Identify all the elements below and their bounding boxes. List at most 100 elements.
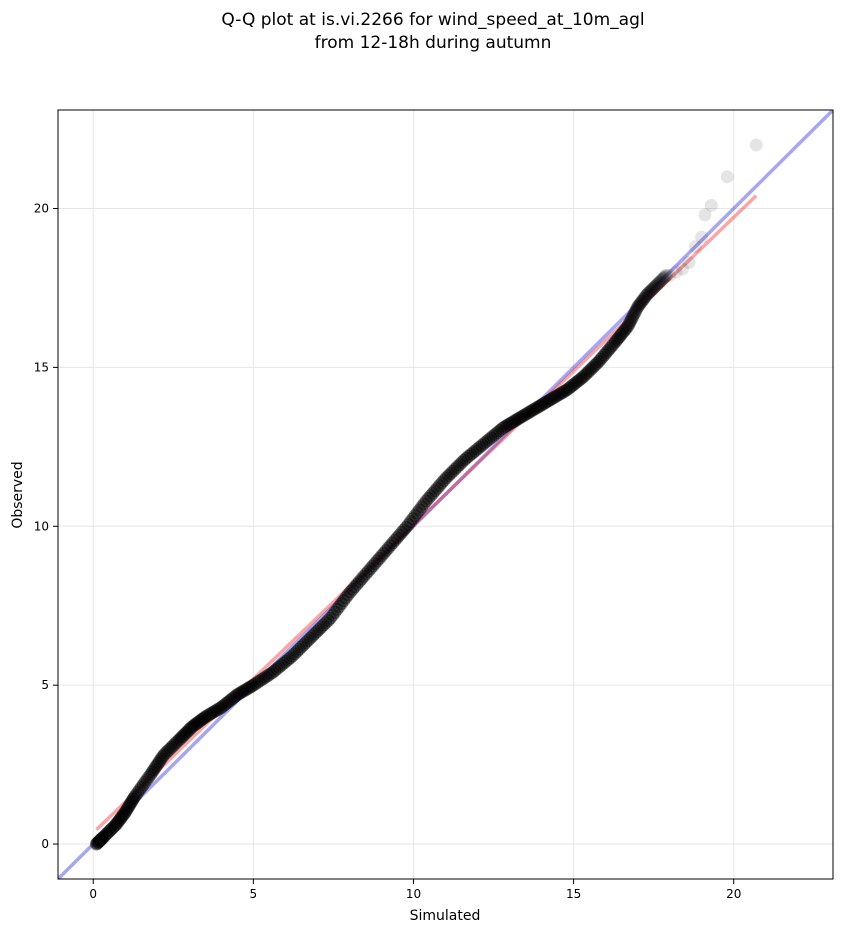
y-tick-label: 20 <box>34 202 49 216</box>
quantile-point <box>516 409 530 423</box>
quantile-point <box>588 358 602 372</box>
quantile-point <box>368 557 382 571</box>
quantile-point <box>658 269 672 283</box>
quantile-point <box>510 413 524 427</box>
quantile-point <box>573 372 587 386</box>
quantile-point <box>142 770 156 784</box>
quantile-point <box>430 481 444 495</box>
quantile-point <box>319 616 333 630</box>
quantile-point <box>381 541 395 555</box>
quantile-point <box>421 491 435 505</box>
quantile-point <box>145 765 159 779</box>
quantile-point <box>194 713 208 727</box>
quantile-point <box>486 429 500 443</box>
quantile-point <box>619 322 633 336</box>
quantile-point <box>512 411 526 425</box>
quantile-point <box>124 796 138 810</box>
quantile-point <box>642 286 656 300</box>
quantile-point <box>245 679 259 693</box>
quantile-point <box>184 721 198 735</box>
quantile-point <box>109 817 123 831</box>
tail-quantile-point <box>749 138 763 152</box>
quantile-point <box>584 362 598 376</box>
quantile-point <box>208 704 222 718</box>
quantile-point <box>457 453 471 467</box>
quantile-point <box>339 591 353 605</box>
quantile-point <box>178 727 192 741</box>
quantile-point <box>392 528 406 542</box>
quantile-point <box>131 785 145 799</box>
quantile-point <box>175 730 189 744</box>
quantile-point <box>281 653 295 667</box>
quantile-point <box>294 640 308 654</box>
quantile-point <box>657 270 671 284</box>
quantile-point <box>214 701 228 715</box>
quantile-points <box>89 138 763 851</box>
quantile-point <box>92 835 106 849</box>
quantile-point <box>252 674 266 688</box>
quantile-point <box>126 792 140 806</box>
fit-line <box>95 194 758 832</box>
quantile-point <box>244 680 258 694</box>
quantile-point <box>196 712 210 726</box>
quantile-point <box>357 569 371 583</box>
quantile-point <box>395 526 409 540</box>
tail-quantile-point <box>675 262 689 276</box>
quantile-point <box>614 327 628 341</box>
quantile-point <box>136 778 150 792</box>
quantile-point <box>482 433 496 447</box>
quantile-point <box>490 425 504 439</box>
quantile-point <box>306 629 320 643</box>
quantile-point <box>419 494 433 508</box>
quantile-point <box>216 699 230 713</box>
quantile-point <box>560 383 574 397</box>
quantile-point <box>133 783 147 797</box>
quantile-point <box>592 355 606 369</box>
quantile-point <box>98 829 112 843</box>
quantile-point <box>95 832 109 846</box>
quantile-point <box>568 377 582 391</box>
plot-area-frame <box>57 109 834 880</box>
quantile-point <box>310 625 324 639</box>
quantile-point <box>599 346 613 360</box>
axis-ticks: 0 5 10 15 20 0 5 10 15 20 <box>34 202 742 901</box>
quantile-point <box>390 531 404 545</box>
quantile-point <box>115 809 129 823</box>
reference-lines <box>58 110 833 879</box>
quantile-point <box>636 293 650 307</box>
quantile-point <box>270 662 284 676</box>
quantile-point <box>624 314 638 328</box>
quantile-point <box>199 709 213 723</box>
quantile-point <box>308 627 322 641</box>
quantile-point <box>504 416 518 430</box>
quantile-point <box>620 320 634 334</box>
quantile-point <box>248 677 262 691</box>
quantile-point <box>514 410 528 424</box>
quantile-point <box>605 339 619 353</box>
quantile-point <box>656 272 670 286</box>
quantile-point <box>95 831 109 845</box>
quantile-point <box>163 742 177 756</box>
quantile-point <box>455 455 469 469</box>
quantile-point <box>404 515 418 529</box>
quantile-point <box>538 396 552 410</box>
quantile-point <box>558 384 572 398</box>
quantile-point <box>435 476 449 490</box>
quantile-point <box>107 820 121 834</box>
quantile-point <box>622 318 636 332</box>
quantile-point <box>120 803 134 817</box>
quantile-point <box>299 636 313 650</box>
quantile-point <box>608 335 622 349</box>
quantile-point <box>99 827 113 841</box>
y-tick-label: 5 <box>41 678 49 692</box>
quantile-point <box>231 688 245 702</box>
quantile-point <box>607 337 621 351</box>
quantile-point <box>448 462 462 476</box>
quantile-point <box>646 282 660 296</box>
quantile-point <box>177 728 191 742</box>
tail-quantile-point <box>704 198 718 212</box>
quantile-point <box>303 631 317 645</box>
quantile-point <box>644 284 658 298</box>
quantile-point <box>466 446 480 460</box>
y-tick-label: 0 <box>41 837 49 851</box>
